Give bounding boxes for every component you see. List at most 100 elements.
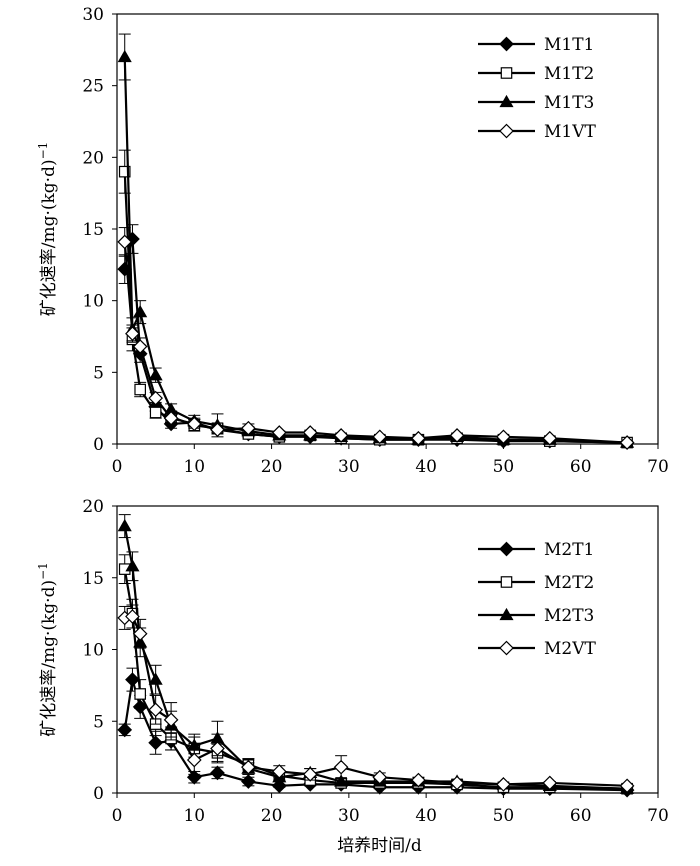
data-point-M2T1 [210,765,225,781]
data-point-M2T3 [125,559,140,572]
chart-panel-bottom: 0 10 20 30 40 50 60 70 0 5 10 15 20 矿化速率/mg·(kg·d)−1 培… [36,497,669,856]
legend-marker [500,576,513,588]
legend-label: M1VT [544,122,596,142]
y-tick-label: 5 [93,363,104,383]
x-tick-label: 40 [415,806,437,826]
legend-label: M1T1 [544,35,594,55]
y-axis-label-text: 矿化速率/mg·(kg·d) [39,159,59,316]
x-tick-label: 40 [415,457,437,477]
data-point-M2VT [619,778,635,794]
data-point-M2T3 [148,672,163,685]
data-point-M2T3 [117,518,132,532]
series-M2VT [117,604,635,794]
series-line-M2T1 [123,678,628,792]
y-tick-label: 0 [93,435,104,455]
y-axis-label-superscript: −1 [36,142,50,160]
series-M1VT [117,227,635,450]
x-tick-label: 10 [183,806,205,826]
legend: M1T1 M1T2 M1T3 M1VT [478,35,596,142]
data-point-M2VT [542,775,558,791]
series-line-M1T2 [123,171,628,444]
x-axis-label: 培养时间/d [337,836,422,856]
legend-item-M2T3: M2T3 [478,606,594,626]
data-point-M1VT [411,430,426,446]
y-tick-label: 25 [82,77,104,97]
x-tick-label: 50 [493,806,515,826]
data-point-M1VT [302,425,318,440]
y-tick-label: 10 [82,292,104,312]
data-point-M1VT [241,420,256,436]
data-point-M1T2 [134,383,146,396]
legend-marker [499,94,514,108]
x-tick-label: 0 [112,806,123,826]
data-point-M1VT [132,339,148,354]
y-axis-label-text: 矿化速率/mg·(kg·d) [39,580,59,737]
data-point-M2T3 [334,774,349,787]
x-tick-label: 70 [647,806,669,826]
legend-label: M1T3 [544,93,594,113]
data-point-M2T1 [117,722,133,738]
legend-item-M1VT: M1VT [478,122,596,142]
legend-marker [499,541,514,557]
data-point-M2VT [186,752,202,768]
data-point-M2VT [148,702,163,718]
legend-label: M2T3 [544,606,594,626]
legend-item-M2T1: M2T1 [478,540,594,560]
chart-panel-top: 0 10 20 30 40 50 60 70 0 5 10 15 20 25 30 矿化速率/mg·(kg·d… [36,5,669,477]
data-point-M1VT [619,435,635,450]
data-point-M2VT [496,777,511,792]
data-point-M1VT [148,390,163,406]
legend: M2T1 M2T2 M2T3 M2VT [478,540,596,659]
data-point-M2VT [302,766,318,782]
y-tick-label: 15 [82,569,104,589]
data-point-M1VT [542,430,558,446]
series-line-M1T3 [123,56,628,444]
y-axis-label: 矿化速率/mg·(kg·d)−1 [36,562,59,737]
x-tick-label: 70 [647,457,669,477]
data-point-M2VT [241,759,256,775]
data-point-M2VT [372,769,388,785]
y-tick-label: 0 [93,784,104,804]
data-point-M1T2 [149,406,162,419]
x-tick-label: 0 [112,457,123,477]
x-tick-label: 30 [338,806,360,826]
data-point-M1VT [372,429,388,445]
data-point-M2T1 [125,672,140,687]
legend-label: M2T2 [544,573,594,593]
x-tick-label: 30 [338,457,360,477]
series-line-M2T2 [123,568,628,790]
data-point-M2VT [210,741,225,756]
x-tick-label: 60 [570,806,592,826]
y-tick-label: 5 [93,712,104,732]
data-point-M1VT [449,428,465,443]
data-point-M1VT [271,425,287,440]
data-point-M2T2 [134,688,146,700]
data-point-M1T3 [148,368,163,381]
series-M1T2 [118,149,634,449]
data-point-M1VT [496,429,511,445]
y-tick-label: 30 [82,5,104,25]
data-point-M1VT [333,428,349,443]
legend-label: M2VT [544,639,596,659]
legend-label: M2T1 [544,540,594,560]
data-point-M2VT [125,609,140,624]
data-point-M2VT [449,775,465,791]
data-point-M1VT [186,416,202,432]
legend-marker [499,607,514,621]
legend-label: M1T2 [544,64,594,84]
y-tick-label: 20 [82,148,104,168]
data-point-M1T3 [117,49,132,63]
series-line-M1VT [123,241,628,444]
data-point-M1VT [125,326,140,341]
legend-item-M1T3: M1T3 [478,93,594,113]
y-axis-label-superscript: −1 [36,562,50,580]
legend-item-M1T2: M1T2 [478,64,594,84]
y-tick-label: 10 [82,641,104,661]
legend-item-M2T2: M2T2 [478,573,594,593]
legend-marker [500,67,513,79]
data-point-M1VT [163,410,179,426]
legend-item-M1T1: M1T1 [478,35,594,55]
x-tick-label: 60 [570,457,592,477]
y-axis-label: 矿化速率/mg·(kg·d)−1 [36,142,59,317]
